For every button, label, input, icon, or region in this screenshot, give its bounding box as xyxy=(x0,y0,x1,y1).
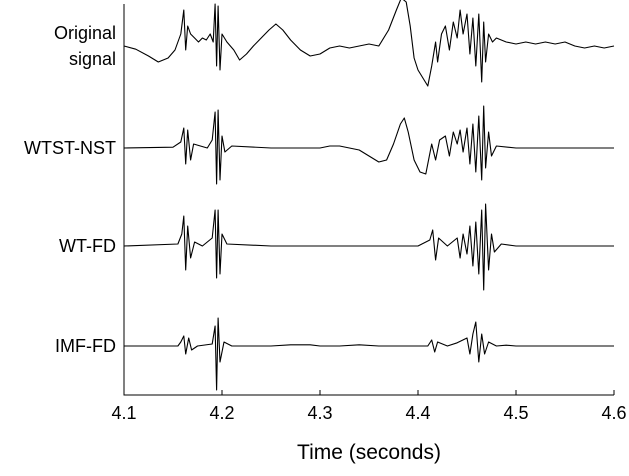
series-label: WTST-NST xyxy=(24,138,116,158)
x-tick-label: 4.4 xyxy=(405,403,430,423)
series-1: Original signal xyxy=(54,0,615,87)
x-tick-label: 4.3 xyxy=(307,403,332,423)
series-label: IMF-FD xyxy=(55,336,116,356)
x-tick-layer: 4.1 4.2 4.3 4.4 4.5 4.6 xyxy=(111,390,627,423)
series-2: WTST-NST xyxy=(24,105,614,185)
series-label: Original signal xyxy=(54,23,116,69)
series-line xyxy=(123,0,615,87)
axis-frame xyxy=(123,4,614,396)
series-line xyxy=(123,203,614,291)
series-3: WT-FD xyxy=(59,203,614,291)
series-layer: Original signal WTST-NST WT-FD IMF-FD xyxy=(24,0,615,391)
x-tick-label: 4.1 xyxy=(111,403,136,423)
x-axis-title: Time (seconds) xyxy=(297,441,441,464)
series-4: IMF-FD xyxy=(55,317,614,391)
x-tick-label: 4.6 xyxy=(601,403,626,423)
series-label: WT-FD xyxy=(59,236,116,256)
x-tick-label: 4.2 xyxy=(209,403,234,423)
x-tick-label: 4.5 xyxy=(503,403,528,423)
series-line xyxy=(123,105,614,185)
series-line xyxy=(124,317,614,391)
